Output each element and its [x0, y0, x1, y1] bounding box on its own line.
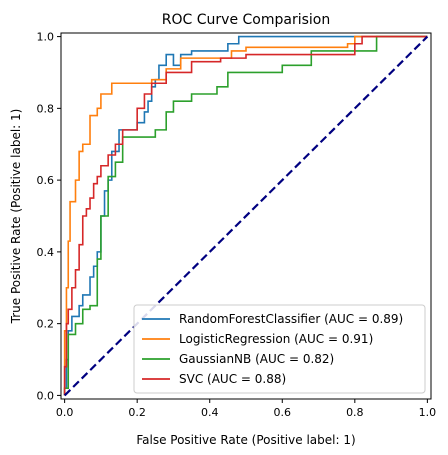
plot-series [63, 35, 429, 397]
legend-entry-svc: SVC (AUC = 0.88) [179, 372, 286, 386]
y-tick-label: 0.6 [37, 174, 55, 187]
y-tick-label: 0.0 [37, 389, 55, 402]
x-tick-label: 0.4 [201, 406, 219, 419]
legend: RandomForestClassifier (AUC = 0.89) Logis… [133, 304, 426, 394]
x-axis-label: False Positive Rate (Positive label: 1) [136, 433, 355, 447]
x-tick-label: 0.6 [274, 406, 292, 419]
y-axis-ticks: 0.0 0.2 0.4 0.6 0.8 1.0 [37, 31, 61, 402]
y-tick-label: 0.4 [37, 246, 55, 259]
y-tick-label: 0.2 [37, 318, 55, 331]
y-tick-label: 0.8 [37, 102, 55, 115]
chance-diagonal-line [63, 35, 429, 397]
x-axis-ticks: 0.0 0.2 0.4 0.6 0.8 1.0 [56, 399, 436, 419]
y-axis-label: True Positive Rate (Positive label: 1) [9, 109, 23, 325]
plot-frame [60, 32, 432, 400]
legend-entry-randomforestclassifier: RandomForestClassifier (AUC = 0.89) [179, 312, 403, 326]
x-tick-label: 0.8 [346, 406, 364, 419]
roc-line-svc [63, 35, 428, 396]
x-tick-label: 0.0 [56, 406, 74, 419]
legend-box [133, 304, 426, 394]
x-tick-label: 0.2 [128, 406, 146, 419]
legend-entry-gaussiannb: GaussianNB (AUC = 0.82) [179, 352, 334, 366]
x-tick-label: 1.0 [419, 406, 437, 419]
roc-line-logisticregression [63, 35, 428, 396]
legend-entry-logisticregression: LogisticRegression (AUC = 0.91) [179, 332, 373, 346]
y-tick-label: 1.0 [37, 31, 55, 44]
chart-title: ROC Curve Comparision [162, 12, 330, 28]
